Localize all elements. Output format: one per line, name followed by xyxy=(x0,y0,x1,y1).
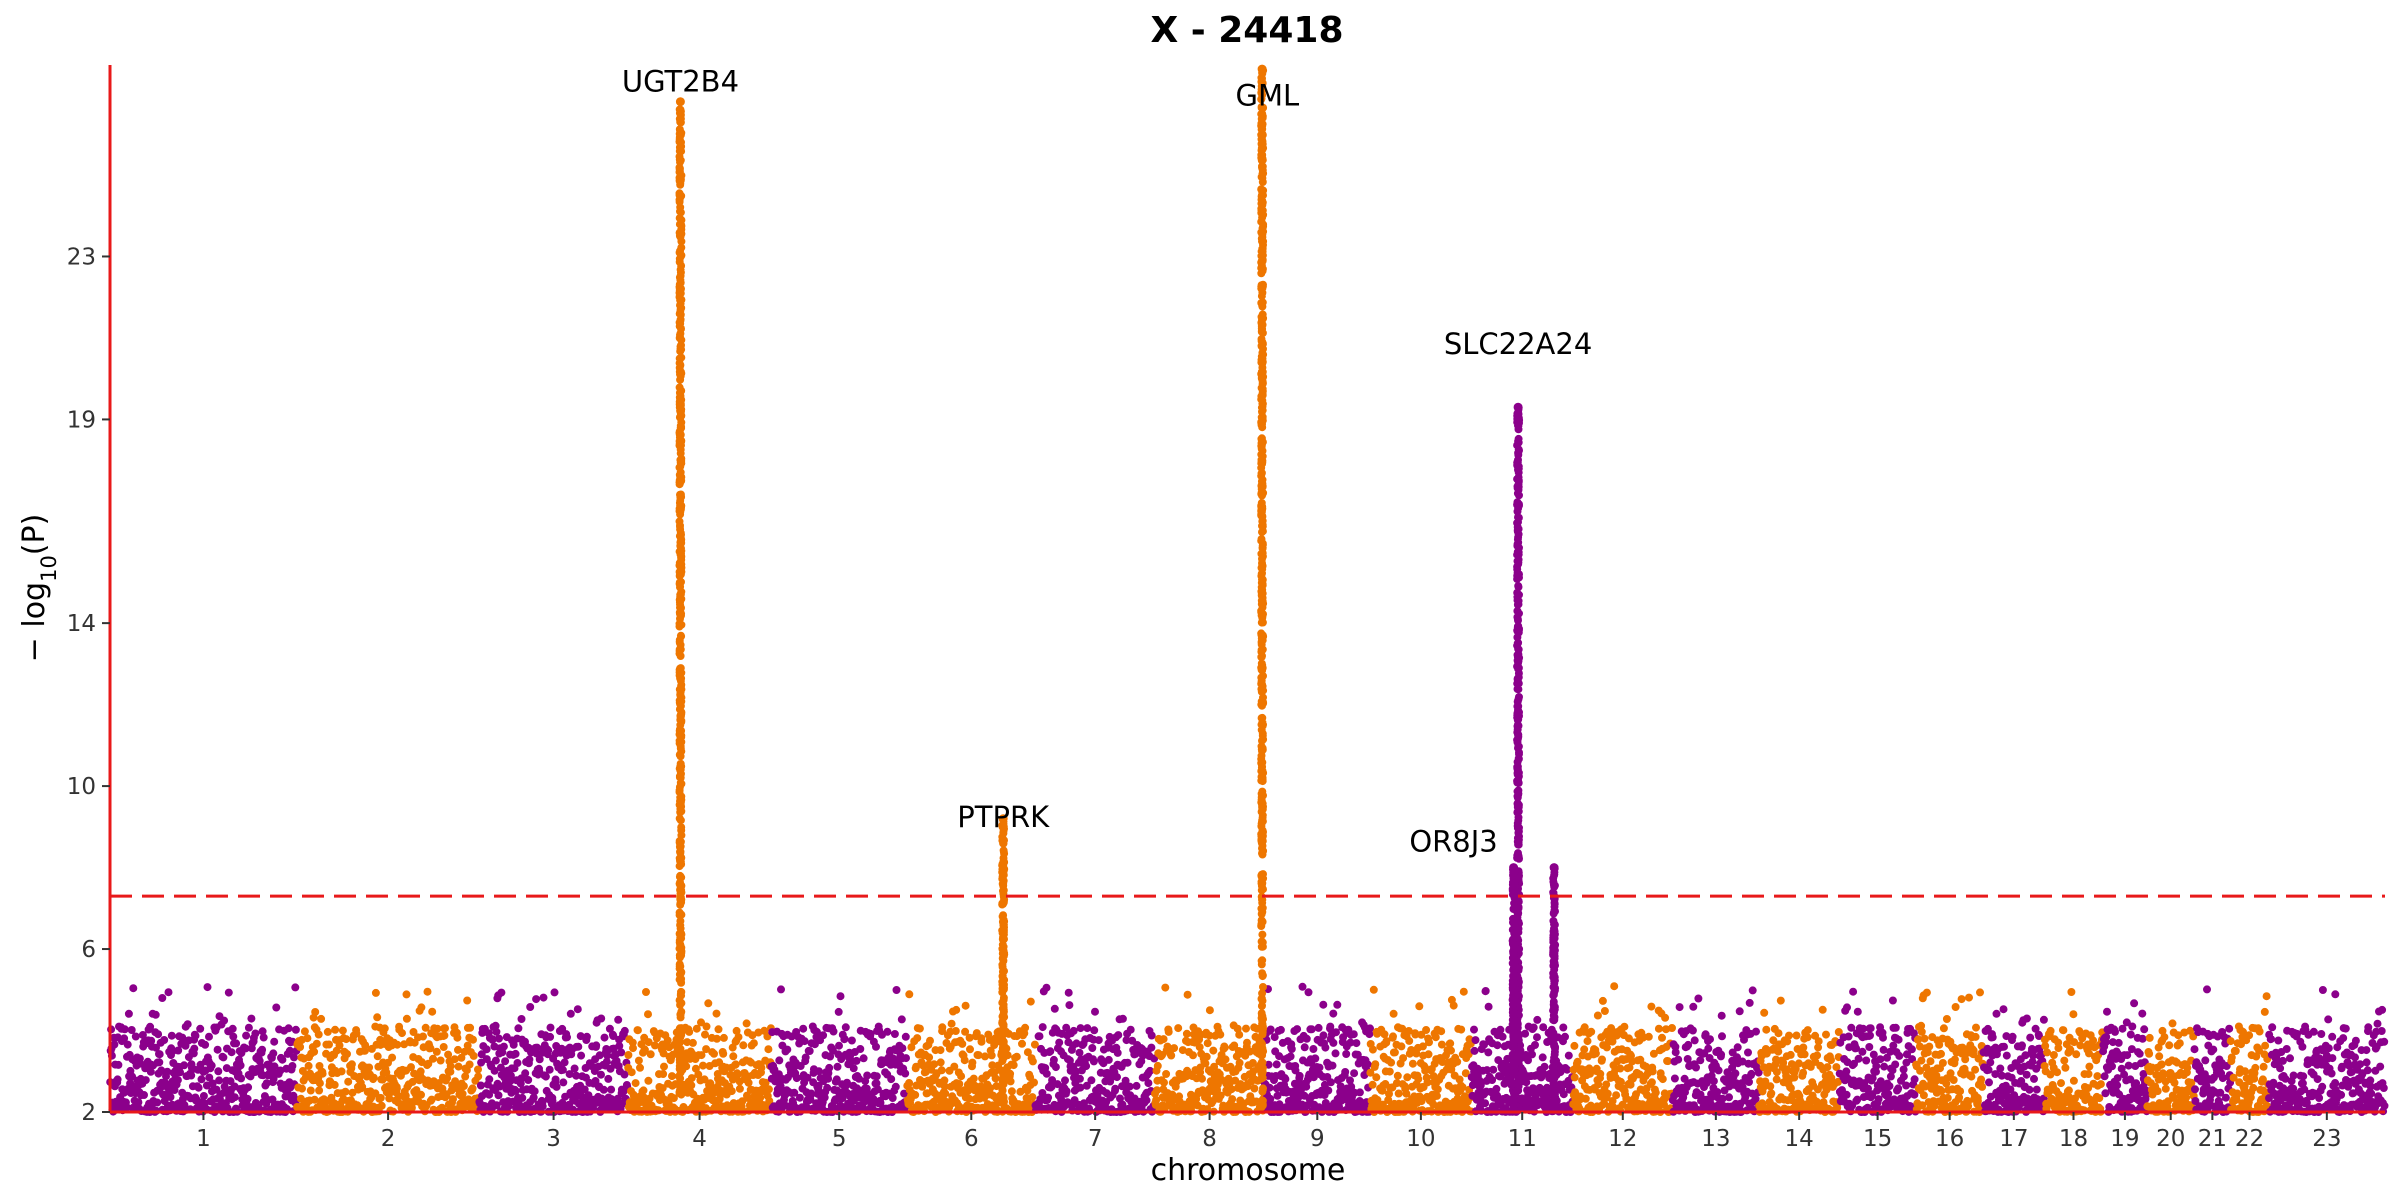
x-tick-label-chr-7: 7 xyxy=(1088,1126,1103,1152)
y-tick-label: 19 xyxy=(67,407,96,433)
x-tick-label-chr-17: 17 xyxy=(1999,1126,2028,1152)
x-tick-label-chr-1: 1 xyxy=(196,1126,211,1152)
x-tick-label-chr-14: 14 xyxy=(1785,1126,1814,1152)
x-tick-label-chr-19: 19 xyxy=(2110,1126,2139,1152)
peak-PTPRK-points xyxy=(998,814,1009,1114)
chromosome-1-points xyxy=(106,983,301,1116)
gene-label-ugt2b4: UGT2B4 xyxy=(622,64,739,98)
y-tick-label: 14 xyxy=(67,611,96,637)
chromosome-8-cloud xyxy=(1151,983,1268,1116)
y-axis-title-prefix: − log xyxy=(17,582,52,662)
chromosome-2-cloud xyxy=(293,987,483,1116)
chromosome-7-cloud xyxy=(1031,983,1159,1116)
chromosome-6-points xyxy=(903,990,1039,1116)
x-tick-label-chr-6: 6 xyxy=(964,1126,979,1152)
y-tick-label: 10 xyxy=(67,774,96,800)
x-tick-label-chr-5: 5 xyxy=(832,1126,847,1152)
x-tick-label-chr-21: 21 xyxy=(2198,1126,2227,1152)
gene-label-or8j3: OR8J3 xyxy=(1409,824,1497,858)
x-tick-label-chr-23: 23 xyxy=(2312,1126,2341,1152)
peak-GML-points xyxy=(1257,64,1268,1111)
chromosome-1-cloud xyxy=(106,983,301,1116)
peak-OR8J3-points xyxy=(1508,863,1519,1116)
chromosome-20-cloud xyxy=(2143,1019,2198,1116)
chromosome-18-cloud xyxy=(2040,988,2107,1116)
y-axis-title-subscript: 10 xyxy=(37,555,61,582)
chromosome-16-cloud xyxy=(1912,988,1987,1116)
chromosome-19-cloud xyxy=(2099,999,2151,1116)
x-tick-label-chr-11: 11 xyxy=(1508,1126,1537,1152)
chromosome-13-points xyxy=(1668,986,1763,1116)
data-points xyxy=(106,64,2389,1116)
y-axis-title-suffix: (P) xyxy=(17,514,52,556)
x-tick-label-chr-8: 8 xyxy=(1202,1126,1217,1152)
x-axis-title: chromosome xyxy=(1151,1153,1346,1188)
chromosome-12-cloud xyxy=(1569,982,1676,1116)
x-tick-label-chr-22: 22 xyxy=(2235,1126,2264,1152)
chromosome-23-points xyxy=(2265,986,2389,1116)
chromosome-4-cloud xyxy=(624,988,775,1116)
chromosome-6-cloud xyxy=(903,990,1039,1116)
x-tick-label-chr-3: 3 xyxy=(546,1126,561,1152)
chromosome-7-points xyxy=(1031,983,1159,1116)
x-tick-label-chr-18: 18 xyxy=(2059,1126,2088,1152)
chromosome-14-cloud xyxy=(1755,996,1843,1116)
chromosome-18-points xyxy=(2040,988,2107,1116)
chromosome-9-cloud xyxy=(1260,982,1374,1116)
y-axis-title: − log10(P) xyxy=(17,514,61,663)
chromosome-10-points xyxy=(1366,985,1476,1116)
x-tick-label-chr-16: 16 xyxy=(1935,1126,1964,1152)
chromosome-8-points xyxy=(1151,983,1268,1116)
chromosome-21-cloud xyxy=(2190,985,2235,1116)
chromosome-19-points xyxy=(2099,999,2151,1116)
gene-label-ptprk: PTPRK xyxy=(957,800,1050,834)
chromosome-23-cloud xyxy=(2265,986,2389,1116)
x-ticks: 1 2 3 4 5 6 7 8 9 10 11 12 13 14 15 16 17 18 19 20 21 22 23 xyxy=(196,1112,2341,1152)
chromosome-10-cloud xyxy=(1366,985,1476,1116)
chromosome-5-cloud xyxy=(767,985,911,1116)
chromosome-9-points xyxy=(1260,982,1374,1116)
peak-chr11-points xyxy=(1549,863,1560,1116)
chromosome-12-points xyxy=(1569,982,1676,1116)
peak-UGT2B4-points xyxy=(675,97,686,1116)
chromosome-22-points xyxy=(2226,992,2273,1116)
chromosome-20-points xyxy=(2143,1019,2198,1116)
x-tick-label-chr-13: 13 xyxy=(1701,1126,1730,1152)
chromosome-22-cloud xyxy=(2226,992,2273,1116)
chromosome-15-cloud xyxy=(1835,987,1920,1116)
x-tick-label-chr-10: 10 xyxy=(1406,1126,1435,1152)
chromosome-3-cloud xyxy=(475,988,632,1116)
chromosome-3-points xyxy=(475,988,632,1116)
chromosome-16-points xyxy=(1912,988,1987,1116)
chromosome-17-cloud xyxy=(1979,1005,2048,1116)
y-tick-label: 2 xyxy=(81,1100,96,1126)
chromosome-2-points xyxy=(293,987,483,1116)
y-ticks: 2 6 10 14 19 23 xyxy=(67,244,110,1126)
chromosome-4-points xyxy=(624,988,775,1116)
y-tick-label: 23 xyxy=(67,244,96,270)
chromosome-13-cloud xyxy=(1668,986,1763,1116)
x-tick-label-chr-15: 15 xyxy=(1863,1126,1892,1152)
x-tick-label-chr-12: 12 xyxy=(1608,1126,1637,1152)
x-tick-label-chr-20: 20 xyxy=(2156,1126,2185,1152)
x-tick-label-chr-9: 9 xyxy=(1310,1126,1325,1152)
chromosome-17-points xyxy=(1979,1005,2048,1116)
gene-labels: UGT2B4 GML SLC22A24 PTPRK OR8J3 xyxy=(622,64,1592,858)
gene-label-slc22a24: SLC22A24 xyxy=(1444,327,1592,361)
y-tick-label: 6 xyxy=(81,937,96,963)
x-tick-label-chr-2: 2 xyxy=(381,1126,396,1152)
chromosome-5-points xyxy=(767,985,911,1116)
x-tick-label-chr-4: 4 xyxy=(692,1126,707,1152)
chart-title: X - 24418 xyxy=(1150,10,1343,51)
gene-label-gml: GML xyxy=(1236,79,1300,113)
chromosome-15-points xyxy=(1835,987,1920,1116)
chromosome-14-points xyxy=(1755,996,1843,1116)
chromosome-21-points xyxy=(2190,985,2235,1116)
